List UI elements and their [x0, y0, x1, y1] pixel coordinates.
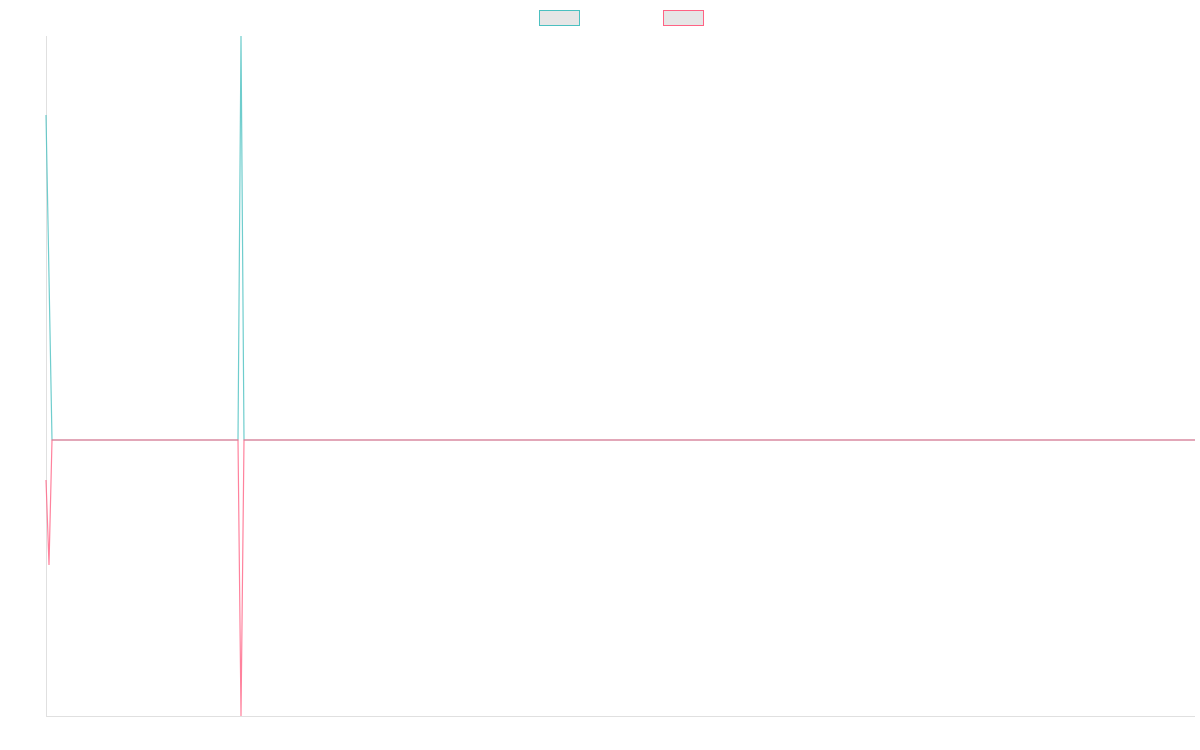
- series-line: [45, 439, 1195, 717]
- legend-swatch[interactable]: [663, 10, 704, 26]
- series-line: [45, 35, 1195, 441]
- legend-swatch[interactable]: [539, 10, 580, 26]
